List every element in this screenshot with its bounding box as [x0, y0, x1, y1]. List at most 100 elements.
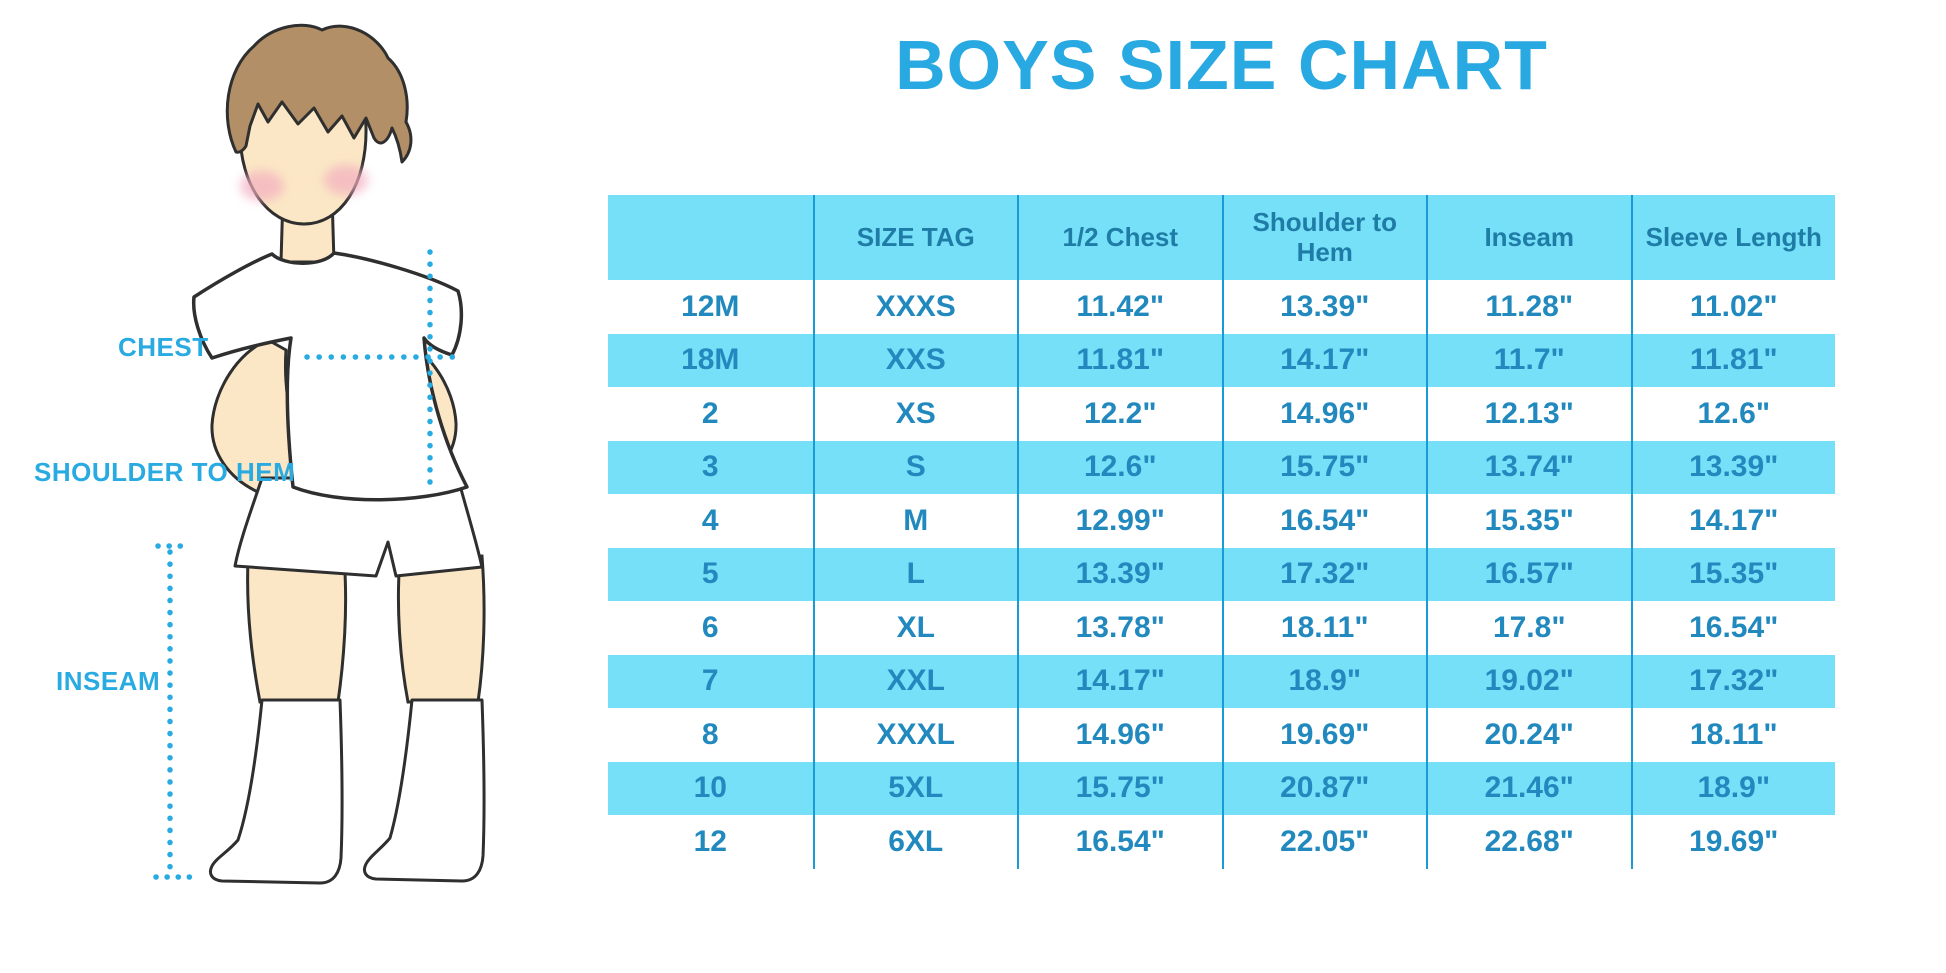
table-cell: 14.96": [1017, 708, 1222, 762]
table-cell: 14.17": [1017, 654, 1222, 708]
table-cell: 13.39": [1221, 280, 1427, 334]
column-header-size-tag: SIZE TAG: [812, 195, 1018, 280]
table-cell: 16.57": [1426, 547, 1631, 601]
boy-figure-illustration: [153, 23, 486, 885]
column-header-inseam: Inseam: [1426, 195, 1631, 280]
table-cell: 19.69": [1221, 708, 1427, 762]
table-row: 8 XXXL 14.96" 19.69" 20.24" 18.11": [608, 708, 1835, 762]
table-row: 3 S 12.6" 15.75" 13.74" 13.39": [608, 440, 1836, 494]
table-cell: 19.69": [1630, 815, 1836, 869]
table-cell: 11.7": [1426, 333, 1631, 387]
table-row: 12M XXXS 11.42" 13.39" 11.28" 11.02": [608, 280, 1835, 334]
table-cell: XL: [812, 601, 1018, 655]
table-cell: XXS: [812, 333, 1018, 387]
table-cell: L: [812, 547, 1018, 601]
table-cell: 17.32": [1630, 654, 1836, 708]
page-title: BOYS SIZE CHART: [895, 26, 1548, 104]
size-table: SIZE TAG 1/2 Chest Shoulder to Hem Insea…: [608, 195, 1835, 869]
table-cell: 18.11": [1630, 708, 1836, 762]
table-cell: 5: [701, 557, 719, 591]
table-cell: 13.39": [1017, 547, 1222, 601]
table-cell: 12.99": [1017, 494, 1222, 548]
inseam-label: INSEAM: [56, 666, 161, 696]
table-cell: 7: [701, 664, 719, 698]
table-cell: 16.54": [1017, 815, 1222, 869]
table-cell: 12: [693, 824, 727, 858]
table-cell: 18.11": [1221, 601, 1427, 655]
boy-hair: [225, 23, 413, 164]
table-cell: 12M: [681, 289, 740, 323]
table-cell: 22.05": [1221, 815, 1427, 869]
table-cell: 14.17": [1630, 494, 1836, 548]
boy-left-cheek: [240, 171, 284, 201]
table-cell: XS: [812, 387, 1018, 441]
table-cell: 14.17": [1221, 333, 1427, 387]
table-row: 7 XXL 14.17" 18.9" 19.02" 17.32": [608, 654, 1836, 708]
table-cell: 17.8": [1426, 601, 1631, 655]
table-cell: 15.35": [1630, 547, 1836, 601]
table-cell: 20.24": [1426, 708, 1631, 762]
table-cell: 18.9": [1630, 761, 1836, 815]
table-cell: 14.96": [1221, 387, 1427, 441]
table-cell: 21.46": [1426, 761, 1631, 815]
table-cell: 8: [701, 717, 719, 751]
table-cell: 16.54": [1221, 494, 1427, 548]
column-header-sleeve-length: Sleeve Length: [1630, 195, 1836, 280]
table-cell: 22.68": [1426, 815, 1631, 869]
table-cell: 5XL: [812, 761, 1018, 815]
table-cell: 16.54": [1630, 601, 1836, 655]
table-cell: 12.6": [1017, 440, 1222, 494]
table-cell: 18.9": [1221, 654, 1427, 708]
table-cell: 13.74": [1426, 440, 1631, 494]
table-cell: 4: [701, 503, 719, 537]
table-cell: 3: [701, 450, 719, 484]
table-cell: 15.35": [1426, 494, 1631, 548]
boy-left-sock: [208, 698, 344, 885]
table-row: 5 L 13.39" 17.32" 16.57" 15.35": [608, 547, 1836, 601]
table-cell: 11.28": [1426, 280, 1631, 334]
table-cell: 17.32": [1221, 547, 1427, 601]
table-cell: 15.75": [1221, 440, 1427, 494]
table-row: 12 6XL 16.54" 22.05" 22.68" 19.69": [608, 815, 1835, 869]
table-cell: 6: [701, 610, 719, 644]
table-row: 10 5XL 15.75" 20.87" 21.46" 18.9": [608, 761, 1836, 815]
table-cell: 12.13": [1426, 387, 1631, 441]
table-body: 12M XXXS 11.42" 13.39" 11.28" 11.02" 18M…: [608, 280, 1835, 869]
table-cell: XXXS: [812, 280, 1018, 334]
table-cell: S: [812, 440, 1018, 494]
table-cell: 19.02": [1426, 654, 1631, 708]
table-header-row: SIZE TAG 1/2 Chest Shoulder to Hem Insea…: [608, 195, 1835, 280]
table-cell: 13.39": [1630, 440, 1836, 494]
table-cell: XXL: [812, 654, 1018, 708]
table-cell: M: [812, 494, 1018, 548]
table-cell: 13.78": [1017, 601, 1222, 655]
table-cell: 15.75": [1017, 761, 1222, 815]
chest-label: CHEST: [118, 332, 209, 362]
table-cell: 6XL: [812, 815, 1018, 869]
table-row: 6 XL 13.78" 18.11" 17.8" 16.54": [608, 601, 1835, 655]
table-row: 4 M 12.99" 16.54" 15.35" 14.17": [608, 494, 1835, 548]
column-header-half-chest: 1/2 Chest: [1017, 195, 1222, 280]
table-cell: 11.81": [1630, 333, 1836, 387]
table-cell: XXXL: [812, 708, 1018, 762]
boy-left-leg: [246, 556, 348, 704]
table-row: 18M XXS 11.81" 14.17" 11.7" 11.81": [608, 333, 1836, 387]
boy-right-sock: [362, 698, 486, 883]
table-cell: 11.81": [1017, 333, 1222, 387]
table-cell: 2: [701, 396, 719, 430]
boy-right-leg: [396, 554, 486, 704]
shoulder-to-hem-label: SHOULDER TO HEM: [34, 457, 296, 487]
boy-shorts: [233, 476, 484, 578]
table-row: 2 XS 12.2" 14.96" 12.13" 12.6": [608, 387, 1835, 441]
table-cell: 10: [693, 771, 727, 805]
table-cell: 12.2": [1017, 387, 1222, 441]
table-cell: 11.02": [1630, 280, 1836, 334]
boy-tshirt: [191, 251, 469, 502]
table-cell: 12.6": [1630, 387, 1836, 441]
table-cell: 20.87": [1221, 761, 1427, 815]
column-header-shoulder-to-hem: Shoulder to Hem: [1221, 195, 1427, 280]
boy-right-cheek: [324, 165, 368, 195]
column-header-empty: [608, 195, 813, 280]
table-cell: 18M: [681, 343, 740, 377]
table-cell: 11.42": [1017, 280, 1222, 334]
